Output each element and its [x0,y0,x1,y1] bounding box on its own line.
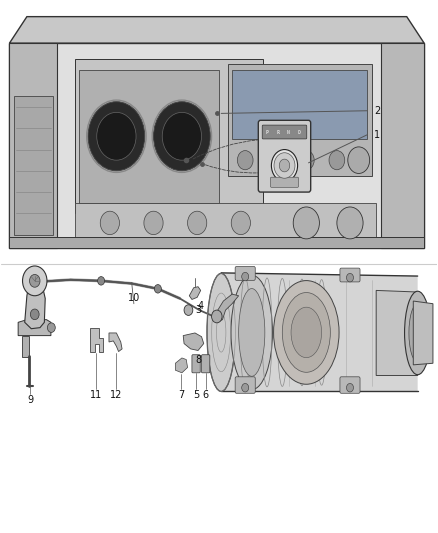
Ellipse shape [283,293,330,372]
Circle shape [22,266,47,296]
Polygon shape [25,282,45,329]
FancyBboxPatch shape [201,355,210,373]
Polygon shape [18,320,51,336]
Circle shape [237,151,253,169]
Text: N: N [287,130,290,135]
Text: R: R [276,130,279,135]
Polygon shape [10,43,424,248]
Circle shape [268,151,284,169]
Circle shape [346,383,353,392]
Circle shape [98,277,105,285]
Circle shape [100,211,120,235]
Text: 6: 6 [203,390,209,400]
FancyBboxPatch shape [271,177,298,187]
Polygon shape [228,64,372,176]
Polygon shape [10,237,424,248]
Polygon shape [232,70,367,139]
Circle shape [329,151,345,169]
Circle shape [153,102,210,171]
Circle shape [144,211,163,235]
Polygon shape [21,336,29,357]
Polygon shape [376,290,418,375]
Polygon shape [221,273,418,391]
Polygon shape [175,358,187,373]
Ellipse shape [239,288,265,376]
Ellipse shape [291,307,321,358]
Circle shape [272,150,297,181]
Circle shape [29,274,40,287]
FancyBboxPatch shape [340,377,360,393]
Circle shape [30,309,39,320]
Circle shape [97,112,136,160]
Polygon shape [413,301,433,365]
Polygon shape [109,333,122,352]
Circle shape [274,153,295,178]
Polygon shape [10,17,424,43]
Circle shape [242,383,249,392]
Text: 12: 12 [110,390,123,400]
Polygon shape [217,294,239,322]
Circle shape [154,285,161,293]
Text: 9: 9 [27,394,33,405]
Polygon shape [14,96,53,235]
Ellipse shape [231,275,272,390]
FancyBboxPatch shape [262,125,307,139]
FancyBboxPatch shape [340,268,360,282]
Circle shape [184,305,193,316]
Text: 4: 4 [198,301,204,311]
Text: 1: 1 [374,130,380,140]
Ellipse shape [274,280,339,384]
Circle shape [346,273,353,282]
Circle shape [187,211,207,235]
Text: D: D [297,130,300,135]
Circle shape [212,310,222,323]
Text: 7: 7 [178,390,184,400]
Polygon shape [189,287,201,300]
Ellipse shape [409,304,426,362]
Circle shape [88,102,145,171]
Circle shape [298,151,314,169]
Polygon shape [90,328,103,352]
Circle shape [162,112,201,160]
Ellipse shape [207,273,235,391]
Circle shape [242,272,249,281]
Circle shape [293,207,319,239]
Polygon shape [381,43,424,248]
FancyBboxPatch shape [235,266,255,280]
Text: P: P [266,130,269,135]
Text: 2: 2 [374,106,380,116]
FancyBboxPatch shape [192,355,200,373]
Polygon shape [183,333,204,351]
Circle shape [337,207,363,239]
FancyBboxPatch shape [258,120,311,192]
Text: 8: 8 [195,354,201,365]
Circle shape [47,323,55,333]
Circle shape [348,147,370,173]
Text: 3: 3 [195,305,201,315]
FancyBboxPatch shape [235,377,255,393]
Text: 11: 11 [90,390,102,400]
Polygon shape [75,203,376,243]
Polygon shape [75,59,263,213]
Circle shape [279,159,290,172]
Text: 5: 5 [193,390,199,400]
Ellipse shape [405,291,431,375]
Text: 10: 10 [128,293,140,303]
Polygon shape [79,70,219,203]
Polygon shape [10,43,57,248]
Circle shape [231,211,251,235]
